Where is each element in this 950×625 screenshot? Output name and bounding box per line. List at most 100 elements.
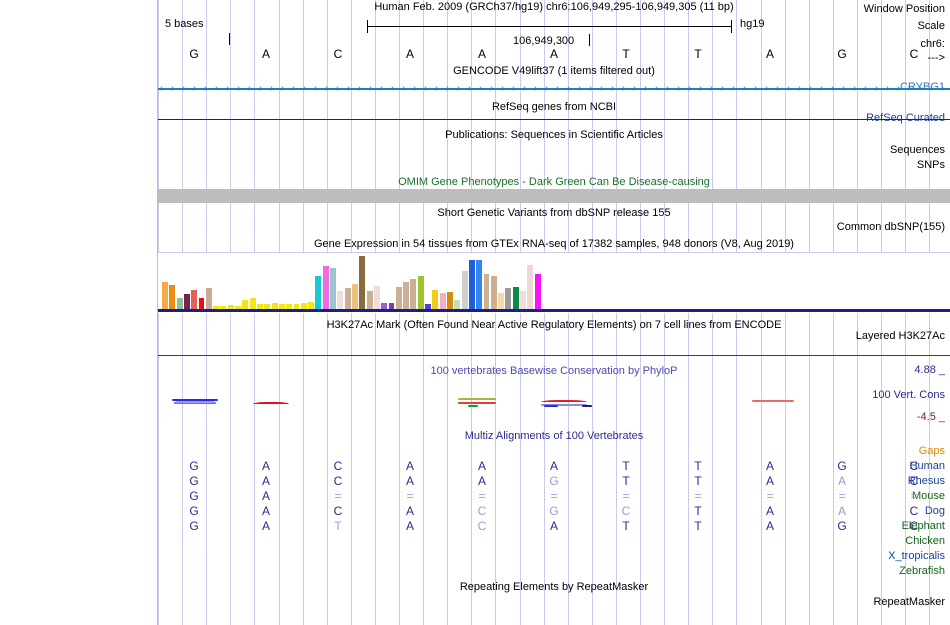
repeatmasker-label[interactable]: RepeatMasker <box>873 596 945 608</box>
alignment-base: = <box>838 489 846 503</box>
species-label-elephant[interactable]: Elephant <box>901 520 945 532</box>
gtex-tissue-bar[interactable] <box>512 286 519 310</box>
gtex-tissue-bar[interactable] <box>447 291 453 310</box>
gtex-tissue-bar[interactable] <box>162 282 168 310</box>
gtex-expression-chart[interactable] <box>158 252 950 313</box>
alignment-base: A <box>261 474 270 488</box>
gtex-tissue-bar[interactable] <box>220 305 227 310</box>
species-label-rhesus[interactable]: Rhesus <box>907 475 945 487</box>
conservation-segment <box>541 400 587 402</box>
gtex-tissue-bar[interactable] <box>439 293 446 310</box>
gtex-tissue-bar[interactable] <box>300 303 307 310</box>
refseq-curated-label[interactable]: RefSeq Curated <box>866 112 945 124</box>
common-dbsnp-label[interactable]: Common dbSNP(155) <box>836 221 945 233</box>
gtex-tissue-bar[interactable] <box>293 304 300 310</box>
gtex-tissue-bar[interactable] <box>344 288 351 310</box>
conservation-track-label[interactable]: 100 Vert. Cons <box>872 389 945 401</box>
alignment-base: T <box>334 519 342 533</box>
gtex-tissue-bar[interactable] <box>213 305 220 310</box>
alignment-base: = <box>478 489 486 503</box>
snps-label[interactable]: SNPs <box>916 159 945 171</box>
conservation-segment <box>752 400 794 402</box>
gtex-tissue-bar[interactable] <box>505 288 512 310</box>
gtex-tissue-bar[interactable] <box>490 276 497 310</box>
gtex-tissue-bar[interactable] <box>257 304 263 310</box>
gtex-tissue-bar[interactable] <box>169 285 176 310</box>
gtex-tissue-bar[interactable] <box>227 304 234 310</box>
layered-h3k27ac-label[interactable]: Layered H3K27Ac <box>855 330 945 342</box>
gtex-tissue-bar[interactable] <box>337 291 344 310</box>
gene-arrow-track[interactable]: › › › › › › › › › › › › › › › › › › › › › › › › › › › › › › › › › › › › › › › ›… <box>158 84 950 94</box>
gtex-tissue-bar[interactable] <box>454 299 461 310</box>
species-label-x_tropicalis[interactable]: X_tropicalis <box>888 550 945 562</box>
species-label-human[interactable]: Human <box>909 460 945 472</box>
gtex-tissue-bar[interactable] <box>198 297 205 310</box>
gtex-tissue-bar[interactable] <box>425 304 431 310</box>
gene-strand-arrow-icon: › <box>380 84 384 94</box>
gtex-tissue-bar[interactable] <box>315 276 322 310</box>
gtex-tissue-bar[interactable] <box>527 264 534 310</box>
gtex-tissue-bar[interactable] <box>476 260 483 310</box>
gtex-tissue-bar[interactable] <box>286 304 293 310</box>
gtex-tissue-bar[interactable] <box>534 273 541 310</box>
species-label-chicken[interactable]: Chicken <box>905 535 945 547</box>
gene-strand-arrow-icon: › <box>908 84 912 94</box>
ruler-base: A <box>405 47 414 61</box>
gtex-tissue-bar[interactable] <box>249 298 256 310</box>
h3k27ac-center-title: H3K27Ac Mark (Often Found Near Active Re… <box>326 319 782 331</box>
gtex-tissue-bar[interactable] <box>278 304 285 310</box>
conservation-min-label: -4.5 _ <box>916 411 945 423</box>
gtex-tissue-bar[interactable] <box>176 298 183 310</box>
gtex-tissue-bar[interactable] <box>410 279 417 310</box>
gtex-tissue-bar[interactable] <box>242 299 249 310</box>
gene-strand-arrow-icon: › <box>699 84 703 94</box>
gene-strand-arrow-icon: › <box>732 84 736 94</box>
alignment-base: A <box>549 519 558 533</box>
sequences-label[interactable]: Sequences <box>889 144 945 156</box>
gtex-tissue-bar[interactable] <box>264 304 271 310</box>
gtex-tissue-bar[interactable] <box>330 267 336 310</box>
gtex-tissue-bar[interactable] <box>461 270 468 310</box>
gtex-tissue-bar[interactable] <box>366 291 373 310</box>
gtex-tissue-bar[interactable] <box>235 305 241 310</box>
gtex-tissue-bar[interactable] <box>432 290 439 310</box>
gtex-tissue-bar[interactable] <box>468 260 475 310</box>
gene-label-crybg1[interactable]: CRYBG1 <box>899 81 945 93</box>
gtex-tissue-bar[interactable] <box>352 283 358 310</box>
species-label-dog[interactable]: Dog <box>924 505 945 517</box>
gaps-label[interactable]: Gaps <box>918 445 945 457</box>
conservation-wiggle[interactable] <box>158 356 950 418</box>
species-label-mouse[interactable]: Mouse <box>911 490 945 502</box>
alignment-base: = <box>406 489 414 503</box>
gtex-tissue-bar[interactable] <box>395 286 402 310</box>
ruler-base: T <box>622 47 630 61</box>
gtex-tissue-bar[interactable] <box>322 266 329 310</box>
strand-direction-label: ---> <box>927 52 945 64</box>
gtex-tissue-bar[interactable] <box>520 291 526 310</box>
gtex-tissue-bar[interactable] <box>381 302 388 310</box>
gtex-tissue-bar[interactable] <box>359 256 366 310</box>
gtex-tissue-bar[interactable] <box>417 276 424 310</box>
gtex-tissue-bar[interactable] <box>308 301 315 310</box>
species-label-zebrafish[interactable]: Zebrafish <box>899 565 945 577</box>
multiz-center-title: Multiz Alignments of 100 Vertebrates <box>464 430 644 442</box>
gtex-tissue-bar[interactable] <box>271 303 278 310</box>
gene-strand-arrow-icon: › <box>710 84 714 94</box>
gene-strand-arrow-icon: › <box>721 84 725 94</box>
gtex-tissue-bar[interactable] <box>191 289 198 310</box>
gene-strand-arrow-icon: › <box>765 84 769 94</box>
omim-feature-bar[interactable] <box>158 189 950 203</box>
gtex-tissue-bar[interactable] <box>498 293 505 310</box>
gtex-tissue-bar[interactable] <box>183 293 190 310</box>
gtex-tissue-bar[interactable] <box>205 288 212 310</box>
gtex-tissue-bar[interactable] <box>483 273 490 310</box>
alignment-base: A <box>261 504 270 518</box>
omim-center-title: OMIM Gene Phenotypes - Dark Green Can Be… <box>398 176 710 188</box>
gtex-tissue-bar[interactable] <box>373 285 380 310</box>
gtex-tissue-bar[interactable] <box>388 302 395 310</box>
gtex-tissue-bar[interactable] <box>403 282 410 310</box>
gene-strand-arrow-icon: › <box>743 84 747 94</box>
gene-strand-arrow-icon: › <box>248 84 252 94</box>
alignment-base: A <box>261 519 270 533</box>
